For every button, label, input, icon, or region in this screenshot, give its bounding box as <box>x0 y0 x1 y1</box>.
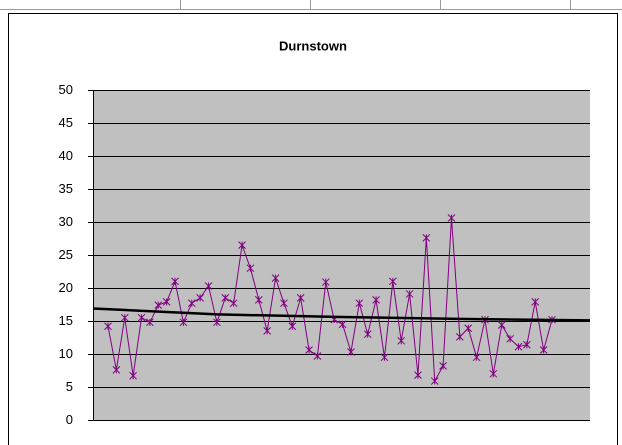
y-tick-label: 45 <box>59 115 73 130</box>
data-marker <box>263 327 272 335</box>
data-marker <box>439 362 447 370</box>
data-marker <box>179 318 188 327</box>
data-marker <box>305 346 313 354</box>
chart-frame <box>8 13 618 445</box>
sheet-grid <box>0 0 622 10</box>
data-marker <box>363 330 372 339</box>
data-marker <box>447 214 456 222</box>
data-marker <box>338 320 347 329</box>
data-marker <box>388 277 397 286</box>
data-marker <box>539 346 548 354</box>
data-marker <box>213 318 221 327</box>
y-tick-label: 30 <box>59 214 73 229</box>
y-tick-label: 40 <box>59 148 73 163</box>
data-marker <box>280 299 288 308</box>
data-marker <box>137 313 146 322</box>
data-marker <box>422 233 431 242</box>
y-tick-label: 5 <box>66 379 73 394</box>
data-marker <box>523 340 531 349</box>
data-marker <box>472 353 481 362</box>
data-marker <box>531 298 540 306</box>
data-marker <box>355 299 364 308</box>
data-marker <box>154 301 163 310</box>
data-marker <box>112 365 121 374</box>
data-marker <box>321 278 330 286</box>
data-marker <box>187 299 196 308</box>
data-marker <box>514 342 523 351</box>
data-marker <box>129 371 137 380</box>
data-marker <box>497 321 506 329</box>
data-marker <box>288 322 297 331</box>
y-tick-label: 50 <box>59 82 73 97</box>
y-tick-label: 35 <box>59 181 73 196</box>
data-marker <box>171 277 179 286</box>
y-tick-label: 15 <box>59 313 73 328</box>
data-marker <box>380 353 389 362</box>
data-marker <box>296 294 305 302</box>
data-marker <box>271 274 280 282</box>
data-marker <box>254 296 263 304</box>
chart-title: Durnstown <box>279 38 347 53</box>
data-marker <box>229 299 238 308</box>
data-marker <box>196 294 205 302</box>
data-marker <box>489 369 498 378</box>
trend-line <box>92 307 591 322</box>
data-marker <box>221 294 230 302</box>
y-tick-label: 20 <box>59 280 73 295</box>
data-marker <box>397 336 406 345</box>
data-marker <box>238 241 246 249</box>
data-marker <box>246 264 255 273</box>
data-marker <box>162 298 171 306</box>
data-marker <box>405 290 414 298</box>
data-marker <box>372 296 380 304</box>
data-marker <box>146 318 154 327</box>
y-tick-label: 25 <box>59 247 73 262</box>
data-marker <box>506 334 514 343</box>
data-marker <box>455 332 464 341</box>
data-marker <box>204 282 213 290</box>
data-marker <box>414 371 422 379</box>
data-marker <box>347 348 355 356</box>
y-tick-label: 10 <box>59 346 73 361</box>
data-marker <box>430 377 439 385</box>
y-tick-label: 0 <box>66 412 73 427</box>
data-marker <box>313 352 322 360</box>
data-marker <box>464 324 473 333</box>
data-marker <box>104 322 112 331</box>
data-marker <box>120 313 129 322</box>
data-line <box>107 218 553 383</box>
